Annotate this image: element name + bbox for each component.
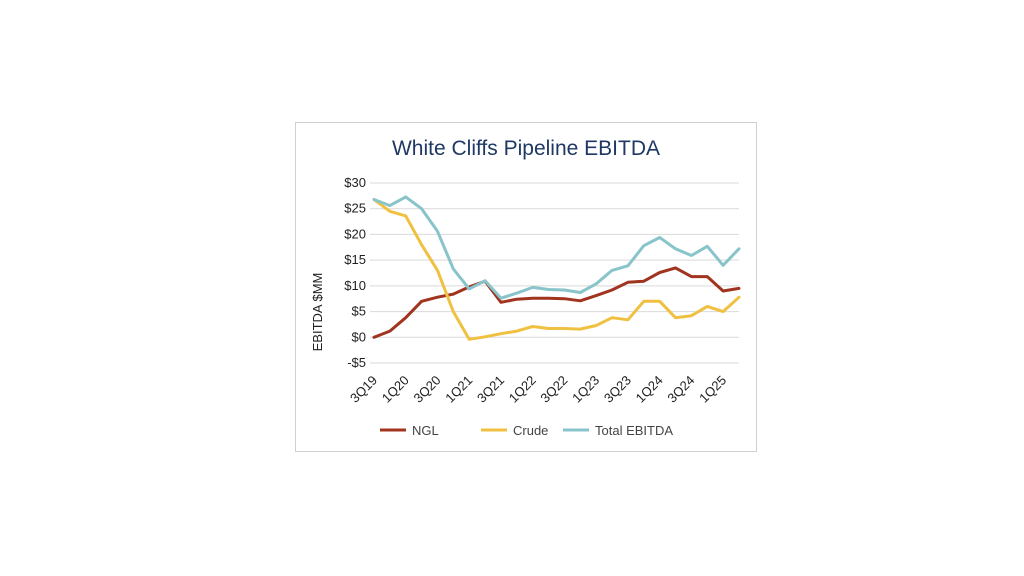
x-tick-label: 1Q21: [442, 373, 475, 406]
x-tick-label: 1Q25: [696, 373, 729, 406]
y-tick-label: $15: [344, 252, 366, 267]
x-tick-label: 1Q24: [633, 373, 666, 406]
y-tick-label: -$5: [347, 355, 366, 370]
series-line-ngl: [372, 266, 741, 339]
series-line-total-ebitda: [372, 195, 741, 300]
y-tick-label: $20: [344, 226, 366, 241]
x-tick-label: 1Q22: [506, 373, 539, 406]
gridlines: [370, 182, 739, 364]
x-tick-label: 3Q22: [537, 373, 570, 406]
x-tick-label: 3Q19: [347, 373, 380, 406]
y-tick-label: $30: [344, 175, 366, 190]
series-line-crude: [372, 198, 741, 341]
y-tick-label: $10: [344, 278, 366, 293]
y-tick-label: $5: [352, 304, 366, 319]
series-lines: [372, 195, 741, 341]
x-axis-ticks: 3Q191Q203Q201Q213Q211Q223Q221Q233Q231Q24…: [347, 373, 729, 406]
legend-label: Total EBITDA: [595, 423, 673, 438]
chart-frame: White Cliffs Pipeline EBITDA $30 $25 $20 $1…: [295, 122, 757, 452]
x-tick-label: 3Q21: [474, 373, 507, 406]
x-tick-label: 1Q23: [569, 373, 602, 406]
x-tick-label: 3Q23: [601, 373, 634, 406]
y-axis-ticks: $30 $25 $20 $15 $10 $5 $0 -$5: [344, 175, 366, 370]
y-tick-label: $25: [344, 201, 366, 216]
legend: NGL Crude Total EBITDA: [380, 423, 673, 438]
legend-label: NGL: [412, 423, 439, 438]
legend-label: Crude: [513, 423, 548, 438]
y-axis-label: EBITDA $MM: [310, 273, 325, 352]
x-tick-label: 3Q20: [410, 373, 443, 406]
line-chart: $30$25$20$15$10$5$0-$5 EBITDA $MM 3Q191Q…: [310, 175, 741, 438]
x-tick-label: 1Q20: [379, 373, 412, 406]
x-tick-label: 3Q24: [664, 373, 697, 406]
chart-title: White Cliffs Pipeline EBITDA: [391, 137, 661, 160]
y-tick-label: $0: [352, 329, 366, 344]
